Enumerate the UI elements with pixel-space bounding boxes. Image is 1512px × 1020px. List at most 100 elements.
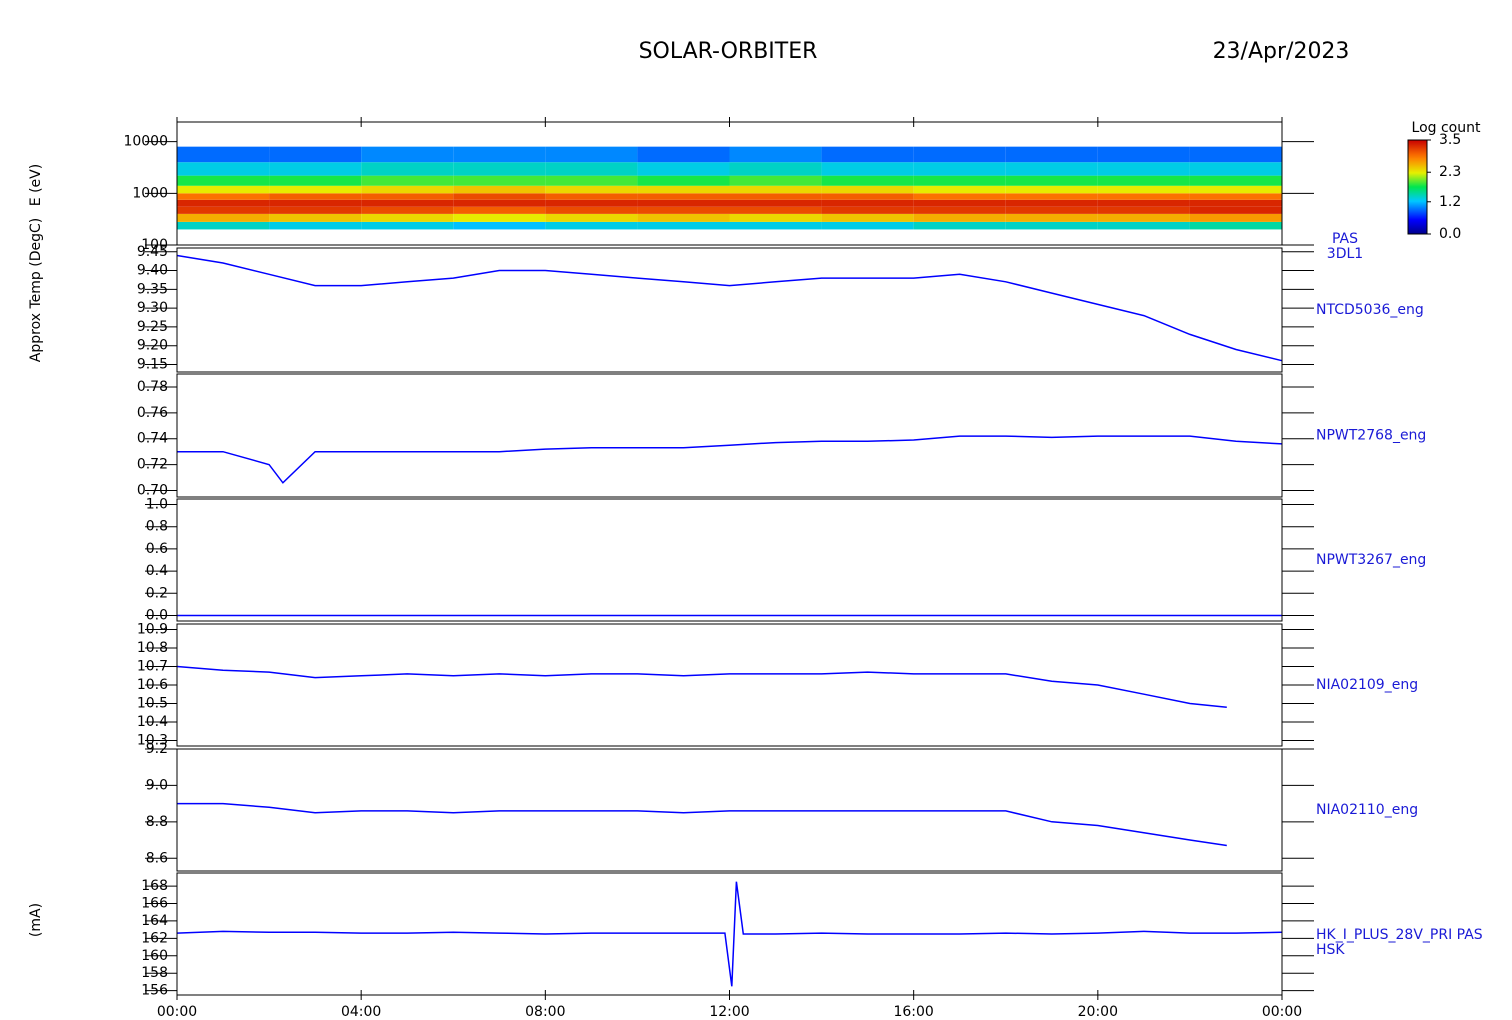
heat-cell <box>361 221 454 230</box>
y-tick-label: 0.70 <box>137 483 168 499</box>
y-tick-label: 9.30 <box>137 300 168 316</box>
heat-cell <box>637 162 730 176</box>
heat-cell <box>729 193 822 200</box>
heat-cell <box>1097 213 1190 222</box>
heat-cell <box>177 185 270 194</box>
y-tick-label: 10.9 <box>137 622 168 638</box>
heat-cell <box>1097 162 1190 176</box>
heat-cell <box>545 193 638 200</box>
heat-cell <box>269 199 362 207</box>
y-tick-label: 10.3 <box>137 732 168 748</box>
heat-cell <box>1097 185 1190 194</box>
heat-cell <box>453 193 546 200</box>
heat-cell <box>269 193 362 200</box>
heat-cell <box>453 175 546 186</box>
heat-cell <box>729 162 822 176</box>
heat-cell <box>821 221 914 230</box>
y-tick-label: 158 <box>141 965 168 981</box>
heat-cell <box>913 221 1006 230</box>
y-tick-label: 1000 <box>132 185 168 201</box>
heat-cell <box>729 206 822 214</box>
heat-cell <box>821 199 914 207</box>
heat-cell <box>269 146 362 163</box>
heat-cell <box>269 206 362 214</box>
data-line <box>177 802 1227 847</box>
colorbar-tick-label: 3.5 <box>1439 132 1461 148</box>
heat-cell <box>637 206 730 214</box>
heat-cell <box>1005 162 1098 176</box>
heat-cell <box>637 213 730 222</box>
y-axis-label: E (eV) <box>28 164 44 206</box>
y-tick-label: 9.35 <box>137 281 168 297</box>
heat-cell <box>821 175 914 186</box>
y-tick-label: 166 <box>141 896 168 912</box>
x-tick-label: 20:00 <box>1078 1004 1118 1020</box>
x-tick-label: 00:00 <box>157 1004 197 1020</box>
heat-cell <box>1189 221 1282 230</box>
heat-cell <box>1005 175 1098 186</box>
y-tick-label: 156 <box>141 983 168 999</box>
colorbar-label: Log count <box>1412 120 1481 136</box>
heat-cell <box>1097 206 1190 214</box>
panel-frame <box>176 247 1283 373</box>
heat-cell <box>637 185 730 194</box>
y-tick-label: 162 <box>141 930 168 946</box>
heat-cell <box>913 199 1006 207</box>
series-label: NIA02110_eng <box>1316 802 1418 818</box>
heat-cell <box>177 206 270 214</box>
heat-cell <box>177 199 270 207</box>
heat-cell <box>453 162 546 176</box>
heat-cell <box>1097 146 1190 163</box>
heat-cell <box>545 162 638 176</box>
heat-cell <box>453 146 546 163</box>
heat-cell <box>1189 146 1282 163</box>
data-line <box>176 254 1283 362</box>
panel-frame <box>176 872 1283 996</box>
heat-cell <box>637 193 730 200</box>
heat-cell <box>361 199 454 207</box>
heat-cell <box>1189 213 1282 222</box>
heat-cell <box>1189 185 1282 194</box>
y-tick-label: 164 <box>141 913 168 929</box>
y-tick-label: 0.4 <box>146 563 168 579</box>
heat-cell <box>361 146 454 163</box>
series-label: NIA02109_eng <box>1316 677 1418 693</box>
heat-cell <box>177 146 270 163</box>
series-label: HSK <box>1316 942 1345 958</box>
heat-cell <box>1189 162 1282 176</box>
series-label: 3DL1 <box>1327 246 1363 262</box>
heat-cell <box>1005 213 1098 222</box>
panel-frame <box>176 373 1283 498</box>
y-tick-label: 100 <box>141 237 168 253</box>
heat-cell <box>545 213 638 222</box>
y-tick-label: 0.76 <box>137 405 168 421</box>
heat-cell <box>821 213 914 222</box>
data-line <box>176 665 1227 708</box>
heat-cell <box>177 175 270 186</box>
series-label: NPWT3267_eng <box>1316 552 1426 568</box>
heat-cell <box>1005 199 1098 207</box>
heat-cell <box>729 146 822 163</box>
heat-cell <box>913 162 1006 176</box>
heat-cell <box>637 175 730 186</box>
x-tick-label: 08:00 <box>525 1004 565 1020</box>
heat-cell <box>729 221 822 230</box>
heat-cell <box>913 193 1006 200</box>
y-tick-label: 10.7 <box>137 659 168 675</box>
heat-cell <box>545 185 638 194</box>
heat-cell <box>729 185 822 194</box>
heat-cell <box>269 162 362 176</box>
panel-frame <box>176 748 1283 872</box>
y-tick-label: 9.0 <box>146 777 168 793</box>
heat-cell <box>1189 175 1282 186</box>
heat-cell <box>1189 206 1282 214</box>
heat-cell <box>361 193 454 200</box>
y-tick-label: 0.8 <box>146 519 168 535</box>
heat-cell <box>1005 193 1098 200</box>
y-tick-label: 0.0 <box>146 607 168 623</box>
heat-cell <box>1097 199 1190 207</box>
heat-cell <box>453 185 546 194</box>
heat-cell <box>269 185 362 194</box>
x-tick-label: 00:00 <box>1262 1004 1302 1020</box>
